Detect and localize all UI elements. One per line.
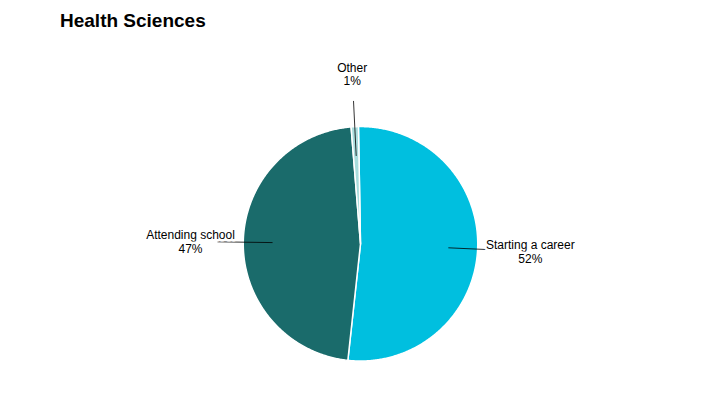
html-text:Health Sciences: Health Sciences	[60, 10, 206, 31]
svg-text:Other1%: Other1%	[337, 61, 367, 89]
svg-text:Starting a career52%: Starting a career52%	[486, 238, 575, 266]
svg-text:Attending school47%: Attending school47%	[146, 228, 235, 256]
